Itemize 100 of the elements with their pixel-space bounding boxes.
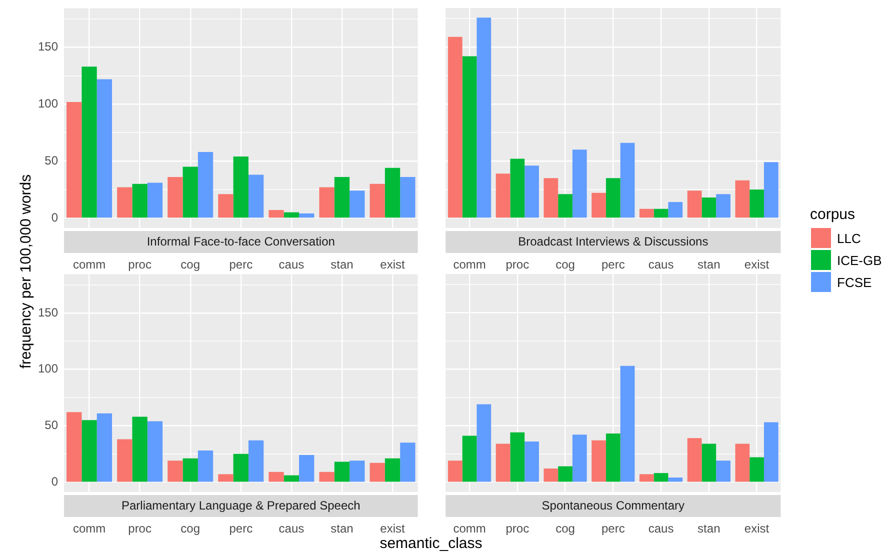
bar (668, 478, 683, 482)
bar (558, 194, 572, 218)
bar (82, 420, 97, 482)
bar (218, 474, 234, 482)
x-tick-label: cog (556, 522, 575, 536)
bar (268, 472, 284, 482)
bar (654, 473, 668, 482)
text: Informal Face-to-face Conversation (146, 234, 335, 248)
bar (687, 438, 702, 482)
bar (147, 182, 163, 218)
bar (716, 194, 730, 218)
y-tick-label: 100 (38, 362, 58, 376)
bar (764, 422, 778, 482)
bar (384, 458, 400, 482)
bar (476, 404, 492, 482)
text: Spontaneous Commentary (542, 498, 685, 512)
bar (182, 458, 198, 482)
bar (654, 208, 668, 218)
bar (558, 466, 572, 482)
x-tick-label: stan (330, 258, 354, 272)
x-tick-label: proc (506, 522, 530, 536)
bar (299, 455, 314, 482)
bar (66, 102, 82, 218)
bar (132, 184, 148, 218)
x-tick-label: exist (744, 258, 770, 272)
bar (96, 79, 112, 218)
bar (299, 213, 314, 218)
x-tick-label: caus (648, 258, 674, 272)
bar (735, 180, 750, 218)
legend-label: LLC (837, 230, 861, 246)
bar (702, 197, 716, 218)
bar (319, 187, 334, 218)
x-tick-label: cog (556, 258, 575, 272)
bar (400, 442, 416, 482)
bar (448, 460, 462, 482)
bar (496, 174, 510, 218)
bar (182, 166, 198, 218)
bar (524, 166, 539, 218)
x-tick-label: perc (229, 258, 253, 272)
bar (510, 432, 525, 482)
bar (702, 444, 716, 482)
y-tick-label: 150 (38, 305, 58, 320)
bar (147, 421, 163, 482)
bar (476, 18, 492, 218)
y-tick-label: 150 (38, 40, 58, 54)
bar (592, 440, 606, 482)
bar (524, 441, 539, 482)
bar (66, 412, 82, 482)
bar (198, 152, 214, 218)
bar (572, 150, 587, 218)
bar (606, 178, 620, 218)
bar (334, 462, 350, 482)
y-tick-label: 0 (51, 210, 58, 224)
y-tick-label: 0 (51, 474, 58, 488)
bar (218, 194, 234, 218)
bar (735, 444, 750, 482)
bar (750, 190, 764, 218)
bar (168, 460, 183, 482)
bar (384, 168, 400, 218)
legend-title: corpus (810, 206, 856, 223)
x-tick-label: cog (180, 258, 200, 272)
bar (168, 177, 183, 218)
bar (284, 475, 300, 482)
y-tick-label: 100 (38, 96, 58, 111)
bar (233, 156, 248, 218)
y-tick-label: 50 (44, 153, 58, 168)
bar (198, 450, 214, 482)
bar (606, 434, 620, 482)
x-tick-label: proc (128, 258, 152, 272)
bar (370, 184, 385, 218)
bar (620, 142, 635, 218)
text: Broadcast Interviews & Discussions (518, 234, 708, 248)
bar (233, 454, 248, 482)
x-tick-label: perc (601, 522, 625, 536)
bar (350, 190, 365, 218)
bar (639, 474, 654, 482)
bar (592, 192, 606, 218)
bar (117, 439, 132, 482)
legend-label: FCSE (837, 274, 872, 290)
x-tick-label: stan (698, 522, 720, 536)
bar (668, 202, 683, 218)
bar (764, 162, 778, 218)
x-tick-label: comm (72, 522, 106, 536)
x-tick-label: caus (278, 258, 304, 272)
x-tick-label: proc (128, 522, 152, 536)
bar (716, 460, 730, 482)
x-tick-label: stan (330, 522, 354, 536)
bar (544, 468, 558, 482)
bar (350, 460, 365, 482)
x-tick-label: proc (506, 258, 530, 272)
x-tick-label: caus (278, 522, 304, 536)
bar (117, 187, 132, 218)
x-tick-label: stan (698, 258, 720, 272)
text: Parliamentary Language & Prepared Speech (121, 498, 360, 512)
x-tick-label: cog (180, 522, 200, 536)
bar (82, 66, 97, 218)
bar (248, 174, 264, 218)
bar (510, 158, 525, 218)
x-tick-label: perc (229, 522, 253, 536)
bar (370, 462, 385, 482)
